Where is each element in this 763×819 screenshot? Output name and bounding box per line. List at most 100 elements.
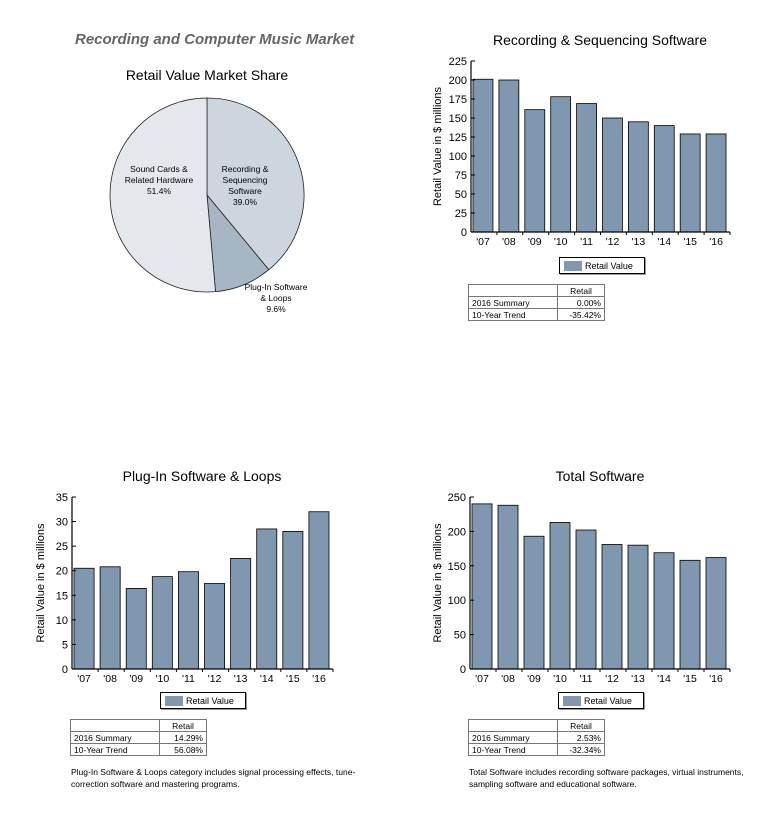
bar [602, 117, 623, 233]
bar [230, 558, 252, 670]
bar [550, 96, 572, 233]
bar [99, 566, 121, 670]
bar [575, 529, 597, 670]
pie-slice-label: Sound Cards & [130, 164, 188, 174]
bar [472, 78, 494, 233]
plugin-chart-title: Plug-In Software & Loops [122, 468, 282, 484]
x-tick-label: '12 [605, 673, 619, 685]
x-tick-label: '08 [502, 236, 516, 248]
bar [256, 528, 278, 670]
y-tick-label: 0 [62, 664, 68, 676]
bar [204, 583, 225, 670]
y-tick-label: 25 [455, 208, 467, 220]
bar [498, 79, 520, 233]
summary-value: 2.53% [557, 731, 605, 744]
recording-summary-table: Retail 2016 Summary 0.00% 10-Year Trend -3… [468, 284, 605, 321]
y-axis-label: Retail Value in $ millions [35, 523, 47, 643]
x-tick-label: '07 [475, 673, 489, 685]
bar [282, 531, 304, 670]
legend-swatch [564, 260, 582, 271]
y-tick-label: 150 [448, 561, 466, 573]
pie-slice-percent: 39.0% [233, 197, 258, 207]
bar [653, 552, 675, 670]
total-legend: Retail Value [558, 692, 644, 709]
legend-label: Retail Value [186, 695, 234, 706]
x-tick-label: '10 [553, 673, 567, 685]
y-tick-label: 100 [448, 595, 466, 607]
x-tick-label: '12 [208, 673, 222, 685]
bar [601, 544, 623, 670]
bar [471, 503, 493, 670]
x-tick-label: '10 [554, 236, 568, 248]
total-summary-table: Retail 2016 Summary 2.53% 10-Year Trend -3… [468, 719, 605, 756]
summary-value: 56.08% [159, 743, 207, 756]
y-tick-label: 5 [62, 639, 68, 651]
y-tick-label: 125 [449, 132, 467, 144]
x-tick-label: '12 [606, 236, 620, 248]
x-tick-label: '09 [527, 673, 541, 685]
x-tick-label: '14 [657, 673, 671, 685]
plugin-legend: Retail Value [160, 692, 246, 709]
bar [653, 125, 675, 233]
bar-chart: '07 '08 '09 '10 '11 '12 '13 '14 '15 '16 0 50 100 150 2… [432, 492, 731, 685]
bar [125, 588, 147, 670]
summary-label: 10-Year Trend [70, 743, 160, 756]
bar [628, 121, 649, 233]
y-tick-label: 225 [449, 56, 467, 68]
summary-label: 2016 Summary [468, 296, 558, 309]
y-tick-label: 250 [448, 492, 466, 504]
y-tick-label: 200 [449, 75, 467, 87]
bar [151, 576, 173, 670]
bar [705, 557, 727, 670]
y-tick-label: 150 [449, 113, 467, 125]
x-tick-label: '11 [580, 673, 593, 685]
pie-slice-label: & Loops [260, 293, 291, 303]
pie-slice [206, 97, 305, 271]
pie-slice-label: Sequencing [223, 175, 268, 185]
x-tick-label: '10 [156, 673, 170, 685]
summary-header: Retail [557, 284, 605, 297]
bar-chart: '07 '08 '09 '10 '11 '12 '13 '14 '15 '16 0 5 10 15 20 25… [35, 492, 334, 685]
x-tick-label: '16 [709, 236, 723, 248]
y-tick-label: 200 [448, 526, 466, 538]
summary-header: Retail [557, 719, 605, 732]
x-tick-label: '09 [129, 673, 143, 685]
y-axis-label: Retail Value in $ millions [432, 523, 444, 643]
x-tick-label: '11 [580, 236, 593, 248]
summary-value: 0.00% [557, 296, 605, 309]
bar [679, 559, 701, 670]
bar-chart: '07 '08 '09 '10 '11 '12 '13 '14 '15 '16 0 25 50 75 100… [432, 56, 731, 248]
legend-label: Retail Value [585, 260, 633, 271]
bar [497, 504, 519, 670]
x-tick-label: '15 [683, 236, 697, 248]
recording-chart-title: Recording & Sequencing Software [492, 32, 708, 48]
legend-label: Retail Value [584, 695, 632, 706]
bar [308, 511, 330, 670]
plugin-summary-table: Retail 2016 Summary 14.29% 10-Year Trend 5… [70, 719, 207, 756]
pie-chart-title: Retail Value Market Share [125, 67, 289, 83]
x-tick-label: '14 [260, 673, 274, 685]
y-axis-label: Retail Value in $ millions [432, 86, 444, 206]
bar [576, 103, 597, 233]
legend-swatch [563, 695, 581, 706]
pie-slice-percent: 9.6% [266, 304, 286, 314]
legend-swatch [165, 695, 183, 706]
summary-value: -35.42% [557, 308, 605, 321]
bar [549, 522, 571, 670]
y-tick-label: 0 [460, 664, 466, 676]
x-tick-label: '16 [709, 673, 723, 685]
x-tick-label: '07 [77, 673, 91, 685]
y-tick-label: 50 [455, 189, 467, 201]
y-tick-label: 25 [56, 541, 68, 553]
y-tick-label: 20 [56, 566, 68, 578]
x-tick-label: '08 [501, 673, 515, 685]
x-tick-label: '13 [632, 236, 646, 248]
bar [627, 544, 649, 670]
y-tick-label: 75 [455, 170, 467, 182]
bar [524, 109, 546, 233]
recording-legend: Retail Value [559, 257, 645, 274]
x-tick-label: '15 [286, 673, 300, 685]
bar [523, 535, 545, 670]
x-tick-label: '11 [182, 673, 195, 685]
